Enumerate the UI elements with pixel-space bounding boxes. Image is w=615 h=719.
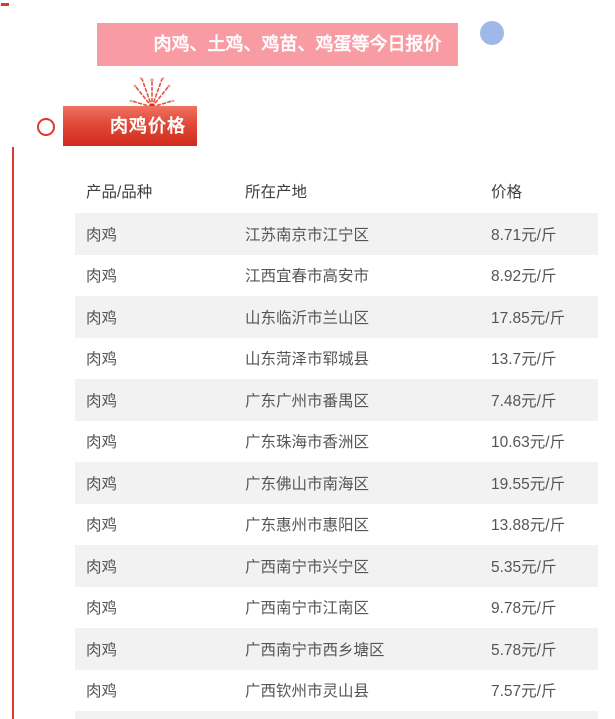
cell-origin: 广西钦州市灵山县 <box>245 683 370 701</box>
cell-product: 肉鸡 <box>86 641 118 659</box>
cell-origin: 山东临沂市兰山区 <box>245 309 370 327</box>
cell-price: 13.7元/斤 <box>491 351 557 369</box>
cell-origin: 山东菏泽市郓城县 <box>245 351 370 369</box>
section-badge-label: 肉鸡价格 <box>110 116 186 136</box>
cell-origin: 广东佛山市南海区 <box>245 475 370 493</box>
cell-price: 7.48元/斤 <box>491 392 557 410</box>
cell-product: 肉鸡 <box>86 351 118 369</box>
cell-origin: 广西南宁市西乡塘区 <box>245 641 385 659</box>
cell-origin: 江西宜春市高安市 <box>245 268 370 286</box>
table-row: 肉鸡 山东临沂市兰山区 17.85元/斤 <box>75 296 598 338</box>
table-row: 肉鸡 江苏南京市江宁区 8.71元/斤 <box>75 213 598 255</box>
cell-origin: 广东广州市番禺区 <box>245 392 370 410</box>
partial-next-row <box>75 711 598 719</box>
column-header-origin: 所在产地 <box>245 183 308 201</box>
table-row: 肉鸡 广东佛山市南海区 19.55元/斤 <box>75 462 598 504</box>
cell-product: 肉鸡 <box>86 683 118 701</box>
cell-product: 肉鸡 <box>86 558 118 576</box>
cell-price: 7.57元/斤 <box>491 683 557 701</box>
cell-price: 19.55元/斤 <box>491 475 566 493</box>
column-header-price: 价格 <box>491 183 523 201</box>
table-row: 肉鸡 广西南宁市西乡塘区 5.78元/斤 <box>75 628 598 670</box>
table-row: 肉鸡 广西南宁市江南区 9.78元/斤 <box>75 586 598 628</box>
table-body: 肉鸡 江苏南京市江宁区 8.71元/斤 肉鸡 江西宜春市高安市 8.92元/斤 肉鸡 山东临沂… <box>75 213 598 711</box>
cell-origin: 广东惠州市惠阳区 <box>245 517 370 535</box>
red-dash-decoration <box>1 3 9 6</box>
cell-price: 5.35元/斤 <box>491 558 557 576</box>
cell-product: 肉鸡 <box>86 392 118 410</box>
table-row: 肉鸡 江西宜春市高安市 8.92元/斤 <box>75 254 598 296</box>
cell-origin: 广东珠海市香洲区 <box>245 434 370 452</box>
cell-price: 8.71元/斤 <box>491 226 557 244</box>
cell-price: 9.78元/斤 <box>491 600 557 618</box>
section-badge: 肉鸡价格 <box>63 106 197 146</box>
blue-dot-decoration <box>480 21 504 45</box>
cell-origin: 广西南宁市江南区 <box>245 600 370 618</box>
header-banner: 肉鸡、土鸡、鸡苗、鸡蛋等今日报价 <box>97 23 458 66</box>
table-row: 肉鸡 广西南宁市兴宁区 5.35元/斤 <box>75 545 598 587</box>
price-table: 产品/品种 所在产地 价格 肉鸡 江苏南京市江宁区 8.71元/斤 肉鸡 江西宜春市高安… <box>75 168 598 719</box>
table-row: 肉鸡 广东广州市番禺区 7.48元/斤 <box>75 379 598 421</box>
cell-price: 10.63元/斤 <box>491 434 566 452</box>
cell-product: 肉鸡 <box>86 309 118 327</box>
cell-price: 13.88元/斤 <box>491 517 566 535</box>
table-row: 肉鸡 山东菏泽市郓城县 13.7元/斤 <box>75 337 598 379</box>
table-row: 肉鸡 广东惠州市惠阳区 13.88元/斤 <box>75 503 598 545</box>
cell-product: 肉鸡 <box>86 600 118 618</box>
table-row: 肉鸡 广西钦州市灵山县 7.57元/斤 <box>75 669 598 711</box>
cell-origin: 广西南宁市兴宁区 <box>245 558 370 576</box>
cell-product: 肉鸡 <box>86 268 118 286</box>
table-header-row: 产品/品种 所在产地 价格 <box>75 168 598 213</box>
cell-origin: 江苏南京市江宁区 <box>245 226 370 244</box>
cell-product: 肉鸡 <box>86 475 118 493</box>
banner-title: 肉鸡、土鸡、鸡苗、鸡蛋等今日报价 <box>153 34 442 54</box>
column-header-product: 产品/品种 <box>86 183 153 201</box>
cell-product: 肉鸡 <box>86 434 118 452</box>
table-row: 肉鸡 广东珠海市香洲区 10.63元/斤 <box>75 420 598 462</box>
vertical-line-decoration <box>12 147 14 719</box>
cell-price: 8.92元/斤 <box>491 268 557 286</box>
cell-product: 肉鸡 <box>86 517 118 535</box>
cell-product: 肉鸡 <box>86 226 118 244</box>
cell-price: 17.85元/斤 <box>491 309 566 327</box>
ring-decoration <box>37 118 55 136</box>
cell-price: 5.78元/斤 <box>491 641 557 659</box>
